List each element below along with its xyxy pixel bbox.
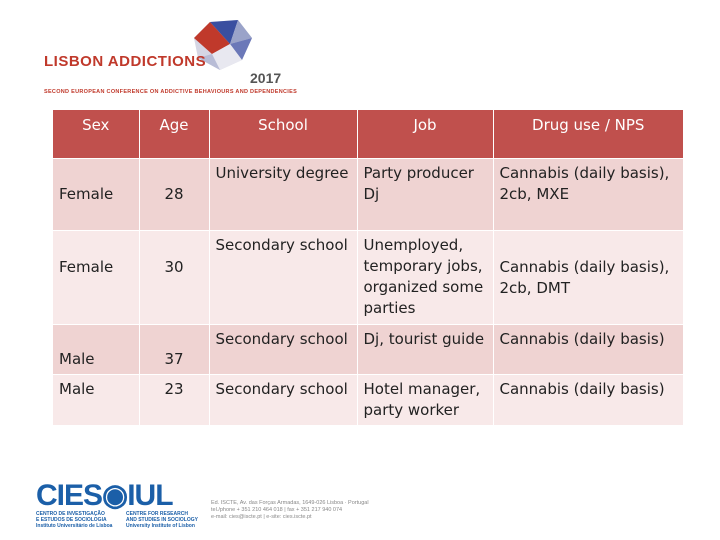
cies-subtitle-pt-line: CENTRO DE INVESTIGAÇÃO xyxy=(36,511,105,517)
cies-subtitle-en-line: CENTRE FOR RESEARCH xyxy=(126,511,188,517)
cell-sex: Female xyxy=(53,230,139,325)
cies-subtitle-pt-line: Instituto Universitário de Lisboa xyxy=(36,523,113,529)
cell-drug-use: Cannabis (daily basis), 2cb, MXE xyxy=(492,158,683,231)
address-line: tel./phone + 351 210 464 018 | fax + 351… xyxy=(211,507,343,513)
cies-subtitle-en-line: AND STUDIES IN SOCIOLOGY xyxy=(126,517,198,523)
cell-school: Secondary school xyxy=(208,374,357,425)
cell-sex: Male xyxy=(53,324,139,375)
gem-logo-icon xyxy=(194,20,252,70)
column-header-school: School xyxy=(208,110,357,159)
cies-subtitle-en-line: University Institute of Lisbon xyxy=(126,523,195,529)
column-header-age: Age xyxy=(138,110,209,159)
cies-subtitle-pt: CENTRO DE INVESTIGAÇÃO E ESTUDOS DE SOCI… xyxy=(36,511,116,529)
cies-iul-logo: CIES◉IUL xyxy=(36,479,174,512)
cell-school: Secondary school xyxy=(208,230,357,325)
cell-sex: Female xyxy=(53,158,139,231)
address-line: e-mail: cies@iscte.pt | e-site: cies.isc… xyxy=(211,514,312,520)
cell-job: Hotel manager, party worker xyxy=(356,374,493,425)
logo-subtitle: SECOND EUROPEAN CONFERENCE ON ADDICTIVE … xyxy=(44,89,298,95)
table-row: Female 30 Secondary school Unemployed, t… xyxy=(53,230,683,325)
address-line: Ed. ISCTE, Av. das Forças Armadas, 1649-… xyxy=(211,500,369,506)
cies-subtitle-pt-line: E ESTUDOS DE SOCIOLOGIA xyxy=(36,517,107,523)
cell-job: Unemployed, temporary jobs, organized so… xyxy=(356,230,493,325)
cell-drug-use: Cannabis (daily basis), 2cb, DMT xyxy=(492,230,683,325)
cell-age: 28 xyxy=(138,158,209,231)
cell-age: 23 xyxy=(138,374,209,425)
cell-drug-use: Cannabis (daily basis) xyxy=(492,324,683,375)
cell-job: Dj, tourist guide xyxy=(356,324,493,375)
column-header-job: Job xyxy=(356,110,493,159)
cies-subtitle-en: CENTRE FOR RESEARCH AND STUDIES IN SOCIO… xyxy=(126,511,206,529)
footer: CIES◉IUL CENTRO DE INVESTIGAÇÃO E ESTUDO… xyxy=(36,478,456,529)
cell-drug-use: Cannabis (daily basis) xyxy=(492,374,683,425)
table-row: Male 37 Secondary school Dj, tourist gui… xyxy=(53,324,683,375)
column-header-sex: Sex xyxy=(53,110,139,159)
cell-age: 37 xyxy=(138,324,209,375)
column-header-drug-use: Drug use / NPS xyxy=(492,110,683,159)
cell-school: Secondary school xyxy=(208,324,357,375)
participants-table: Sex Age School Job Drug use / NPS Female… xyxy=(53,110,683,425)
cell-age: 30 xyxy=(138,230,209,325)
conference-logo: LISBON ADDICTIONS 2017 SECOND EUROPEAN C… xyxy=(44,18,304,95)
logo-title: LISBON ADDICTIONS xyxy=(44,53,207,70)
table-row: Female 28 University degree Party produc… xyxy=(53,158,683,231)
table-row: Male 23 Secondary school Hotel manager, … xyxy=(53,374,683,425)
cell-sex: Male xyxy=(53,374,139,425)
logo-year: 2017 xyxy=(250,70,282,86)
cell-school: University degree xyxy=(208,158,357,231)
cell-job: Party producer Dj xyxy=(356,158,493,231)
table-header-row: Sex Age School Job Drug use / NPS xyxy=(53,110,683,159)
footer-address: Ed. ISCTE, Av. das Forças Armadas, 1649-… xyxy=(211,500,369,521)
